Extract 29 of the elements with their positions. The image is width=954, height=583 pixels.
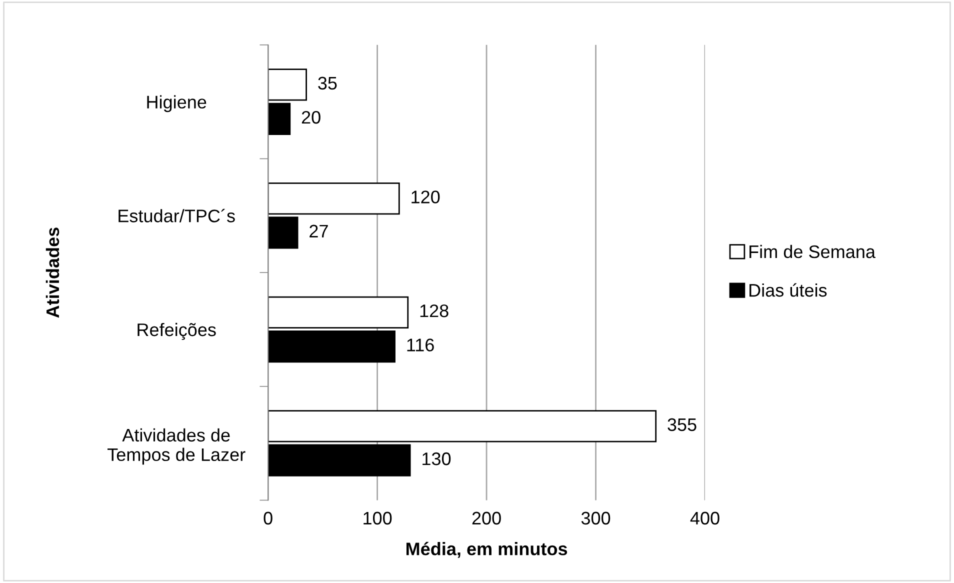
- bar: [268, 102, 291, 135]
- data-label: 27: [310, 224, 328, 238]
- data-label: 130: [422, 452, 451, 466]
- bar: [268, 410, 657, 442]
- y-tick-label: Estudar/TPC´s: [118, 208, 235, 222]
- bar: [268, 216, 298, 249]
- x-axis-title: Média, em minutos: [406, 542, 568, 558]
- legend-label: Dias úteis: [750, 283, 827, 297]
- data-label: 120: [412, 190, 440, 204]
- data-label: 116: [407, 338, 434, 352]
- bar: [268, 182, 400, 215]
- data-label: 20: [302, 110, 320, 124]
- data-label: 355: [668, 418, 696, 432]
- bar: [268, 444, 411, 476]
- bar: [268, 330, 396, 363]
- x-tick-label: 100: [364, 512, 392, 525]
- x-tick-label: 300: [581, 512, 610, 525]
- y-axis-title: Atividades: [46, 228, 60, 318]
- x-tick-label: 0: [264, 512, 272, 525]
- x-tick-label: 200: [472, 512, 501, 525]
- y-tick-label: Atividades de Tempos de Lazer: [108, 428, 246, 465]
- x-tick-label: 400: [690, 512, 720, 525]
- bar: [268, 296, 409, 328]
- legend-label: Fim de Semana: [750, 244, 876, 258]
- data-label: 35: [318, 76, 337, 90]
- bar: [268, 68, 307, 101]
- y-tick-label: Refeições: [138, 322, 216, 340]
- data-label: 128: [420, 304, 448, 318]
- y-tick-label: Higiene: [147, 95, 206, 112]
